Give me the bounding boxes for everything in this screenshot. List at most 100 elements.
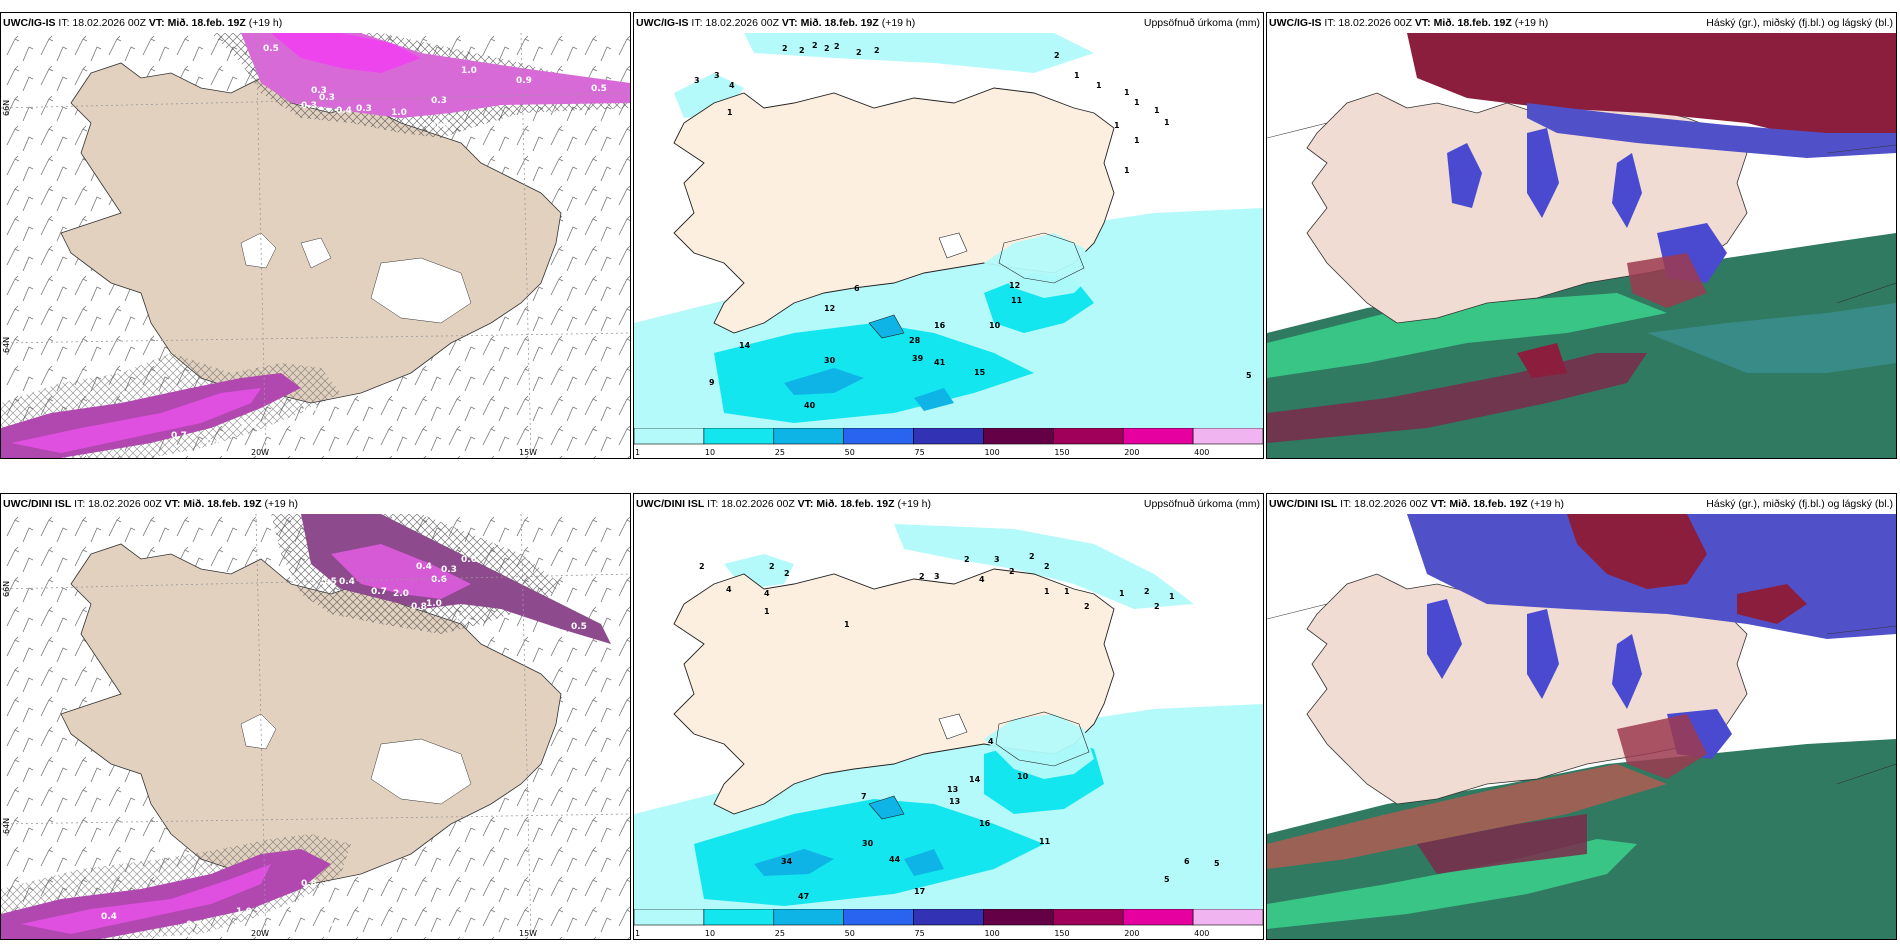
svg-text:0.3: 0.3 <box>319 93 335 103</box>
valid-time: Mið. 18.feb. 19Z <box>816 498 895 510</box>
precip-values-bot: 2 2 4 4 2 1 1 2 3 2 3 4 2 2 2 1 1 2 1 2 <box>699 552 1220 901</box>
cloud-high <box>1647 303 1896 373</box>
legend-swatch <box>983 909 1054 926</box>
cloud-mid <box>1447 143 1482 208</box>
svg-text:12: 12 <box>1009 281 1020 290</box>
lead-time: (+19 h) <box>1514 17 1549 29</box>
legend-tick-label: 150 <box>1054 929 1069 938</box>
svg-text:0.3: 0.3 <box>331 899 347 909</box>
init-time: IT: 18.02.2026 00Z <box>707 498 795 510</box>
panel-wind-snow-igis: UWC/IG-IS IT: 18.02.2026 00Z VT: Mið. 18… <box>0 12 631 459</box>
cloud-high <box>1407 33 1896 143</box>
svg-text:14: 14 <box>969 775 981 784</box>
svg-text:5: 5 <box>1246 371 1252 380</box>
svg-text:1.0: 1.0 <box>301 404 317 414</box>
legend-swatch <box>983 428 1054 445</box>
svg-text:1.0: 1.0 <box>236 907 252 917</box>
glacier <box>868 314 905 339</box>
glacier <box>370 738 472 805</box>
svg-text:1: 1 <box>1074 71 1080 80</box>
legend-swatch <box>913 428 984 445</box>
valid-label: VT: <box>148 17 165 29</box>
legend-tick-label: 100 <box>984 929 999 938</box>
legend-swatch <box>773 909 844 926</box>
svg-text:1.0: 1.0 <box>426 599 442 609</box>
wind-map: 0.5 0.3 0.3 0.3 0.3 0.4 1.0 0.8 0.3 1.0 … <box>1 33 630 458</box>
svg-text:0.3: 0.3 <box>431 96 447 106</box>
cloud-mid <box>1427 599 1462 679</box>
svg-text:3: 3 <box>694 76 700 85</box>
svg-text:1: 1 <box>1096 81 1102 90</box>
legend-tick-label: 25 <box>775 929 785 938</box>
glacier <box>995 711 1090 767</box>
cloud-mid <box>1527 128 1559 218</box>
svg-text:0.4: 0.4 <box>456 615 472 625</box>
cloud-high <box>1737 584 1807 624</box>
svg-text:2: 2 <box>769 562 775 571</box>
svg-text:6: 6 <box>854 284 860 293</box>
cloud-map-svg <box>1267 33 1896 458</box>
init-time: IT: 18.02.2026 00Z <box>74 498 162 510</box>
svg-text:1: 1 <box>1124 88 1130 97</box>
svg-text:0.3: 0.3 <box>301 101 317 111</box>
svg-text:0.7: 0.7 <box>371 587 387 597</box>
svg-text:4: 4 <box>988 737 994 746</box>
panel-clouds-dini: UWC/DINI ISL IT: 18.02.2026 00Z VT: Mið.… <box>1266 493 1897 940</box>
svg-text:3: 3 <box>934 572 940 581</box>
svg-text:0.8: 0.8 <box>301 879 317 889</box>
legend-tick-label: 150 <box>1054 448 1069 457</box>
legend-tick-label: 75 <box>915 929 925 938</box>
svg-text:4: 4 <box>726 585 732 594</box>
init-time: IT: 18.02.2026 00Z <box>58 17 146 29</box>
legend-tick-label: 10 <box>705 448 715 457</box>
cloud-mid <box>1527 609 1559 699</box>
svg-text:10: 10 <box>1017 772 1029 781</box>
valid-label: VT: <box>164 498 181 510</box>
svg-text:2: 2 <box>1009 567 1015 576</box>
lead-time: (+19 h) <box>264 498 299 510</box>
svg-text:2: 2 <box>1084 602 1090 611</box>
svg-text:0.4: 0.4 <box>416 562 432 572</box>
legend-swatch <box>843 909 914 926</box>
svg-text:0.4: 0.4 <box>336 106 352 116</box>
svg-text:30: 30 <box>824 356 836 365</box>
precip-band <box>914 388 954 411</box>
legend-tick-label: 400 <box>1194 929 1209 938</box>
init-time: IT: 18.02.2026 00Z <box>1324 17 1412 29</box>
cloud-map <box>1267 33 1896 458</box>
svg-text:0.3: 0.3 <box>441 565 457 575</box>
svg-text:1: 1 <box>1119 589 1125 598</box>
precip-legend: 1 10 25 50 75 100 150 200 400 <box>634 909 1263 939</box>
glacier <box>998 232 1085 284</box>
precip-legend: 1 10 25 50 75 100 150 200 400 <box>634 428 1263 458</box>
precip-band <box>714 323 1034 423</box>
glacier <box>938 713 968 740</box>
svg-text:3: 3 <box>994 555 1000 564</box>
lon-label: 15W <box>519 929 537 938</box>
svg-text:2: 2 <box>782 44 788 53</box>
svg-text:2: 2 <box>1029 552 1035 561</box>
panel-header: UWC/IG-IS IT: 18.02.2026 00Z VT: Mið. 18… <box>1 13 630 33</box>
panel-header: UWC/DINI ISL IT: 18.02.2026 00Z VT: Mið.… <box>634 494 1263 514</box>
svg-text:5: 5 <box>1164 875 1170 884</box>
svg-text:4: 4 <box>764 589 770 598</box>
legend-swatch <box>634 428 705 445</box>
snow-values-top: 0.5 0.3 0.3 0.3 0.3 0.4 1.0 0.8 0.3 1.0 … <box>171 44 607 454</box>
legend-swatch <box>1053 428 1124 445</box>
svg-text:1: 1 <box>1164 118 1170 127</box>
svg-text:1: 1 <box>1154 106 1160 115</box>
model-name: UWC/DINI ISL <box>636 498 705 510</box>
svg-text:1: 1 <box>1064 587 1070 596</box>
svg-text:12: 12 <box>824 304 835 313</box>
svg-text:2: 2 <box>856 48 862 57</box>
svg-text:0.9: 0.9 <box>186 920 202 930</box>
svg-text:1: 1 <box>1044 587 1050 596</box>
svg-text:17: 17 <box>914 887 925 896</box>
glacier <box>300 237 332 269</box>
precip-band <box>984 233 1094 298</box>
panel-header: UWC/DINI ISL IT: 18.02.2026 00Z VT: Mið.… <box>1 494 630 514</box>
precip-band <box>754 849 834 876</box>
svg-text:44: 44 <box>889 855 901 864</box>
valid-label: VT: <box>1430 498 1447 510</box>
svg-text:1: 1 <box>1134 136 1140 145</box>
